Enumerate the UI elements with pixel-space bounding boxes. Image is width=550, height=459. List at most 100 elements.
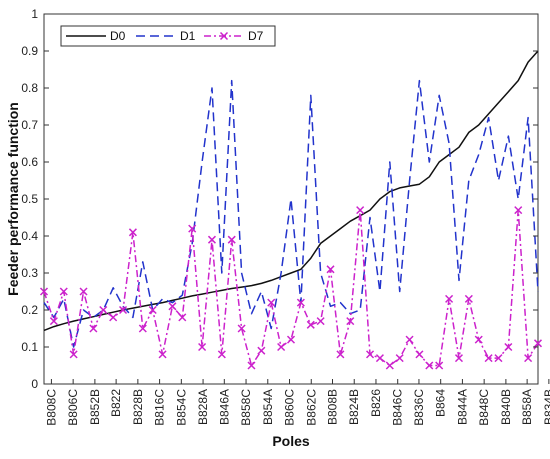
y-tick-label: 0.4 [21, 229, 38, 243]
data-point-d7 [316, 317, 325, 326]
x-tick-label: B858A [520, 389, 534, 425]
y-tick-label: 0.6 [21, 155, 38, 169]
data-point-d7 [227, 235, 236, 244]
data-point-d7 [148, 305, 157, 315]
data-point-d7 [504, 342, 513, 352]
y-tick-label: 0.8 [21, 81, 38, 95]
data-point-d7 [267, 298, 276, 307]
x-tick-label: B826 [369, 389, 383, 417]
data-point-d7 [474, 335, 483, 344]
data-point-d7 [257, 346, 266, 355]
data-point-d7 [178, 313, 187, 322]
x-tick-label: B864 [434, 389, 448, 417]
y-tick-label: 0 [31, 377, 38, 391]
x-tick-label: B852B [88, 389, 102, 425]
data-point-d7 [326, 265, 335, 274]
data-point-d7 [49, 317, 58, 326]
y-tick-label: 0.3 [21, 266, 38, 280]
data-point-d7 [198, 342, 207, 352]
data-point-d7 [69, 350, 78, 359]
data-point-d7 [395, 354, 404, 363]
data-point-d7 [247, 361, 256, 370]
x-tick-label: B858C [239, 389, 253, 426]
y-tick-label: 0.9 [21, 44, 38, 58]
data-point-d7 [464, 294, 473, 303]
y-tick-label: 0.7 [21, 118, 38, 132]
data-point-d7 [168, 302, 177, 311]
data-point-d7 [188, 224, 197, 233]
series-group [39, 50, 543, 370]
data-point-d7 [79, 287, 88, 296]
data-point-d7 [366, 350, 375, 359]
y-axis: 0 0.1 0.2 0.3 0.4 0.5 0.6 0.7 0.8 0.9 1 [21, 7, 538, 391]
x-tick-label: B828B [131, 389, 145, 425]
data-point-d7 [39, 287, 49, 296]
data-point-d7 [99, 305, 108, 315]
data-point-d7 [158, 350, 167, 359]
plot-area [43, 13, 539, 385]
data-point-d7 [277, 342, 286, 352]
data-point-d7 [217, 350, 226, 359]
data-point-d7 [128, 228, 137, 237]
data-point-d7 [119, 305, 128, 315]
y-tick-label: 1 [31, 7, 38, 21]
data-point-d7 [435, 361, 444, 370]
data-point-d7 [484, 354, 493, 363]
data-point-d7 [59, 287, 68, 296]
x-tick-label: B808B [325, 389, 339, 425]
x-axis: B808C B806C B852B B822 B828B B816C B854C B828A B… [44, 379, 550, 426]
data-point-d7 [533, 339, 543, 348]
x-tick-label: B860C [283, 389, 297, 426]
x-axis-label: Poles [272, 433, 310, 449]
x-tick-label: B862C [304, 389, 318, 426]
x-tick-label: B834B [542, 389, 550, 425]
y-tick-label: 0.5 [21, 192, 38, 206]
data-point-d7 [405, 335, 414, 344]
legend-label-d0: D0 [110, 29, 126, 43]
series-line-d7 [43, 209, 539, 367]
data-point-d7 [346, 317, 355, 326]
x-tick-label: B840B [499, 389, 513, 425]
x-tick-label: B822 [109, 389, 123, 417]
data-point-d7 [89, 324, 98, 333]
data-point-d7 [454, 354, 463, 363]
data-point-d7 [237, 324, 246, 333]
data-point-d7 [524, 354, 533, 363]
x-tick-label: B854A [261, 389, 275, 425]
data-point-d7 [356, 206, 365, 215]
x-tick-label: B806C [66, 389, 80, 426]
x-tick-label: B816C [153, 389, 167, 426]
data-point-d7 [138, 324, 147, 333]
legend-marker [219, 31, 229, 41]
data-point-d7 [494, 354, 503, 363]
x-tick-label: B854C [174, 389, 188, 426]
data-point-d7 [336, 350, 345, 359]
data-point-d7 [296, 298, 305, 307]
x-tick-label: B846A [217, 389, 231, 425]
legend-label-d1: D1 [180, 29, 196, 43]
data-point-d7 [425, 361, 434, 370]
series-line-d1 [43, 79, 539, 348]
data-point-d7 [286, 335, 296, 344]
x-tick-label: B828A [196, 389, 210, 425]
data-point-d7 [445, 294, 454, 303]
y-axis-label: Feeder performance function [5, 102, 21, 296]
data-point-d7 [375, 354, 384, 363]
legend-label-d7: D7 [248, 29, 264, 43]
data-point-d7 [514, 206, 523, 215]
data-point-d7 [207, 235, 216, 244]
x-tick-label: B824B [347, 389, 361, 425]
legend: D0 D1 D7 [60, 25, 276, 47]
data-point-d7 [415, 350, 424, 359]
y-tick-label: 0.1 [21, 340, 38, 354]
data-point-d7 [306, 320, 315, 329]
data-point-d7 [385, 361, 394, 370]
x-tick-label: B808C [44, 389, 58, 426]
data-point-d7 [109, 313, 118, 322]
y-tick-label: 0.2 [21, 303, 38, 317]
x-tick-label: B848C [477, 389, 491, 426]
x-tick-label: B836C [412, 389, 426, 426]
x-tick-label: B846C [391, 389, 405, 426]
